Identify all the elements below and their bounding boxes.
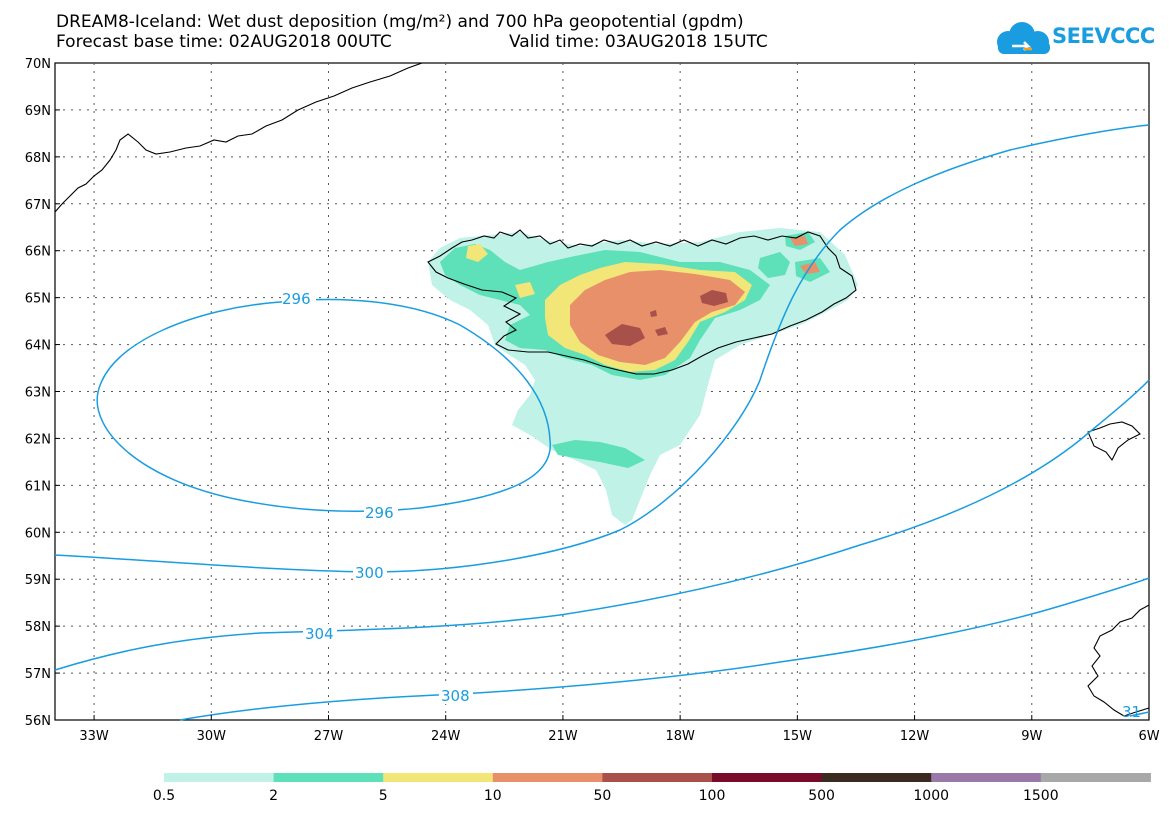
lat-label: 59N — [25, 573, 51, 588]
legend-label: 0.5 — [153, 788, 175, 804]
lon-label: 24W — [431, 729, 461, 744]
lat-label: 67N — [25, 198, 51, 213]
lon-label: 6W — [1138, 729, 1159, 744]
lon-label: 21W — [548, 729, 578, 744]
legend-label: 1000 — [913, 788, 949, 804]
coastlines — [54, 62, 1150, 717]
latitude-labels: 70N 69N 68N 67N 66N 65N 64N 63N 62N 61N 60N 59N 58N 5… — [25, 57, 60, 729]
legend-swatch — [492, 773, 603, 782]
legend-label: 2 — [269, 788, 278, 804]
lat-label: 63N — [25, 386, 51, 401]
contour-308 — [179, 577, 1150, 721]
legend-label: 5 — [379, 788, 388, 804]
coast-faroes — [1087, 421, 1141, 462]
legend-label: 100 — [699, 788, 726, 804]
contour-label: 304 — [305, 625, 334, 643]
color-legend: 0.5 2 5 10 50 100 500 1000 1500 — [153, 773, 1151, 804]
lon-label: 33W — [79, 729, 109, 744]
legend-label: 500 — [808, 788, 835, 804]
dust-deposition-field — [428, 228, 858, 525]
lat-label: 64N — [25, 339, 51, 354]
legend-swatch — [383, 773, 494, 782]
legend-swatch — [821, 773, 932, 782]
lat-label: 56N — [25, 714, 51, 729]
contour-31x — [1129, 711, 1150, 717]
lat-label: 70N — [25, 57, 51, 72]
contour-label: 308 — [441, 687, 470, 705]
lon-label: 9W — [1021, 729, 1042, 744]
lat-label: 58N — [25, 620, 51, 635]
legend-swatch — [712, 773, 823, 782]
legend-swatch — [1040, 773, 1151, 782]
contour-labels: 296 296 300 304 308 31 — [282, 290, 1141, 721]
contour-label: 296 — [365, 504, 394, 522]
longitude-labels: 33W 30W 27W 24W 21W 18W 15W 12W 9W 6W — [79, 715, 1160, 744]
lon-label: 30W — [197, 729, 227, 744]
lat-label: 62N — [25, 432, 51, 447]
geopotential-contours — [54, 124, 1150, 721]
lon-label: 18W — [665, 729, 695, 744]
lat-label: 61N — [25, 479, 51, 494]
cloud-icon — [997, 22, 1050, 54]
lat-label: 60N — [25, 526, 51, 541]
logo-text: SEEVCCC — [1052, 24, 1155, 48]
coast-greenland — [54, 62, 423, 213]
valid-time: Valid time: 03AUG2018 15UTC — [509, 32, 768, 52]
lat-label: 66N — [25, 245, 51, 260]
lon-label: 27W — [314, 729, 344, 744]
legend-swatch — [602, 773, 713, 782]
legend-label: 50 — [593, 788, 611, 804]
contour-label: 300 — [355, 564, 384, 582]
forecast-base-time: Forecast base time: 02AUG2018 00UTC — [56, 32, 392, 52]
map-title: DREAM8-Iceland: Wet dust deposition (mg/… — [56, 12, 744, 32]
lon-label: 15W — [783, 729, 813, 744]
contour-label: 296 — [282, 290, 311, 308]
contour-304 — [54, 379, 1150, 671]
legend-swatch — [931, 773, 1042, 782]
seevccc-logo — [997, 22, 1050, 54]
coast-iceland — [427, 229, 857, 375]
lat-label: 65N — [25, 292, 51, 307]
lat-label: 69N — [25, 104, 51, 119]
coast-scotland — [1087, 604, 1150, 717]
deposition-level-50 — [700, 290, 728, 306]
legend-swatch — [273, 773, 384, 782]
contour-296-closed — [96, 298, 551, 513]
lat-label: 57N — [25, 667, 51, 682]
contour-label: 31 — [1122, 703, 1141, 721]
lat-label: 68N — [25, 151, 51, 166]
legend-label: 1500 — [1023, 788, 1059, 804]
contour-300 — [54, 124, 1150, 573]
lon-label: 12W — [900, 729, 930, 744]
legend-swatch — [164, 773, 275, 782]
legend-label: 10 — [484, 788, 502, 804]
